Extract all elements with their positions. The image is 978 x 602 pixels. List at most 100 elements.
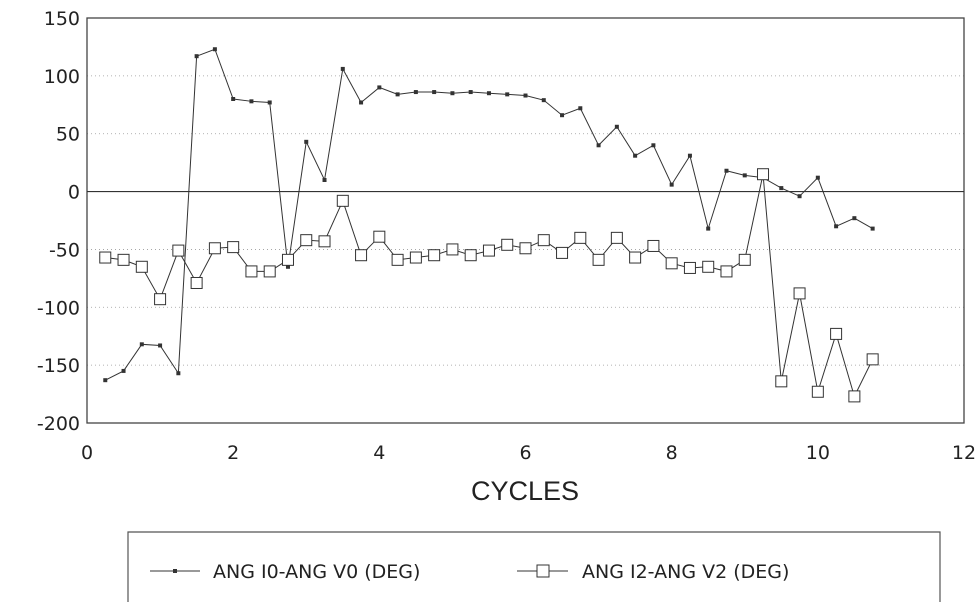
data-point [610, 231, 623, 244]
data-point [103, 378, 108, 383]
data-point [742, 173, 747, 178]
data-point [537, 234, 550, 247]
x-tick-label: 10 [806, 442, 830, 464]
y-tick-label: 150 [44, 8, 80, 30]
data-point [318, 235, 331, 248]
series-1 [103, 47, 875, 383]
data-point [738, 253, 751, 266]
data-point [560, 113, 565, 118]
data-point [724, 168, 729, 173]
data-point [409, 251, 422, 264]
data-point [359, 100, 364, 105]
data-point [852, 216, 857, 221]
x-tick-label: 12 [952, 442, 976, 464]
data-point [194, 54, 199, 59]
data-point [121, 368, 126, 373]
data-point [413, 90, 418, 95]
data-point [212, 47, 217, 52]
data-point [811, 385, 824, 398]
y-tick-label: -200 [37, 413, 80, 435]
data-point [154, 293, 167, 306]
data-point [815, 175, 820, 180]
data-point [779, 186, 784, 191]
data-point [285, 264, 290, 269]
data-point [505, 92, 510, 97]
data-point [227, 241, 240, 254]
data-point [355, 249, 368, 262]
data-point [281, 253, 294, 266]
data-point [556, 246, 569, 259]
data-point [683, 261, 696, 274]
data-point [139, 342, 144, 347]
data-point [263, 265, 276, 278]
data-point [190, 276, 203, 289]
y-tick-label: 50 [56, 124, 80, 146]
data-point [706, 226, 711, 231]
y-tick-label: 100 [44, 66, 80, 88]
data-point [464, 249, 477, 262]
data-point [647, 239, 660, 252]
data-point [848, 390, 861, 403]
legend: ANG I0-ANG V0 (DEG) ANG I2-ANG V2 (DEG) [127, 531, 941, 602]
data-point [775, 375, 788, 388]
legend-marker-series-1 [173, 569, 177, 573]
x-tick-label: 8 [666, 442, 678, 464]
series-2 [99, 168, 879, 403]
x-tick-label: 2 [227, 442, 239, 464]
x-tick-label: 4 [373, 442, 385, 464]
data-point [687, 153, 692, 158]
data-point [757, 168, 770, 181]
data-point [596, 143, 601, 148]
data-point [391, 253, 404, 266]
data-point [592, 253, 605, 266]
data-point [428, 249, 441, 262]
data-point [870, 226, 875, 231]
data-point [231, 97, 236, 101]
data-point [486, 91, 491, 96]
data-point [793, 287, 806, 300]
series-layer [99, 47, 879, 403]
data-point [797, 194, 802, 199]
data-point [702, 260, 715, 273]
data-point [519, 242, 532, 255]
legend-label-series-2: ANG I2-ANG V2 (DEG) [582, 561, 789, 583]
data-point [340, 66, 345, 71]
data-point [614, 124, 619, 129]
x-tick-label: 0 [81, 442, 93, 464]
data-point [501, 238, 514, 251]
data-point [432, 90, 437, 95]
y-tick-label: -150 [37, 355, 80, 377]
data-point [629, 251, 642, 264]
data-point [541, 98, 546, 103]
data-point [578, 106, 583, 111]
data-point [172, 244, 185, 257]
data-point [482, 244, 495, 257]
y-tick-label: -50 [49, 239, 80, 261]
data-point [267, 100, 272, 105]
data-point [208, 242, 221, 255]
data-point [446, 243, 459, 256]
data-point [866, 353, 879, 366]
legend-border [127, 531, 941, 602]
y-tick-labels: 150 100 50 0 -50 -100 -150 -200 [37, 8, 80, 435]
data-point [336, 194, 349, 207]
x-tick-label: 6 [519, 442, 531, 464]
data-point [322, 178, 327, 182]
data-point [651, 143, 656, 148]
data-point [834, 224, 839, 229]
data-point [117, 253, 130, 266]
data-point [523, 93, 528, 98]
data-point [300, 234, 313, 247]
data-point [830, 327, 843, 340]
legend-marker-series-2 [536, 564, 550, 578]
data-point [158, 343, 163, 348]
data-point [373, 230, 386, 243]
data-point [99, 251, 112, 264]
data-point [395, 92, 400, 97]
legend-label-series-1: ANG I0-ANG V0 (DEG) [213, 561, 420, 583]
data-point [468, 90, 473, 95]
data-point [176, 371, 181, 376]
x-tick-labels: 0 2 4 6 8 10 12 [81, 442, 976, 464]
data-point [665, 257, 678, 270]
